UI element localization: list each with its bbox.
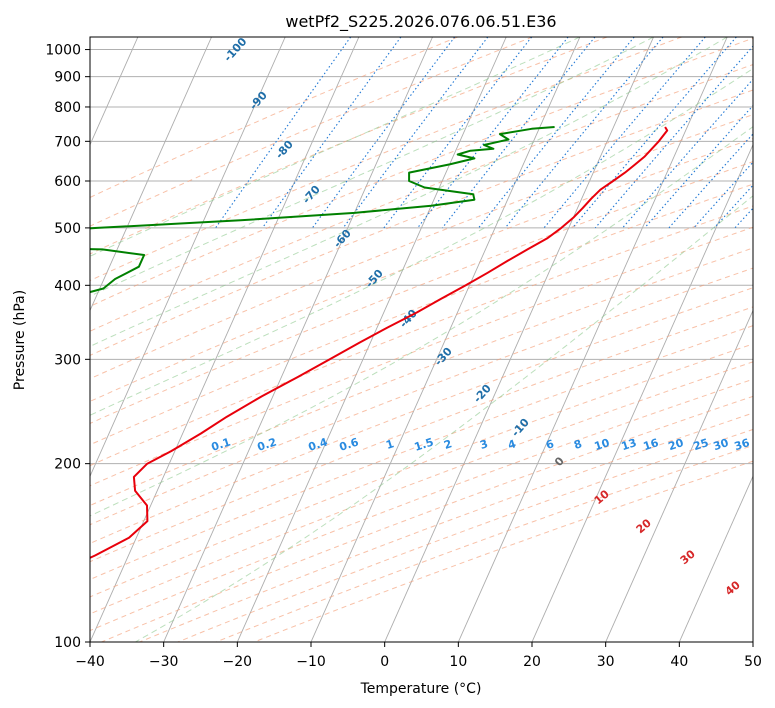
mixing-ratio-line xyxy=(215,37,352,229)
moist-adiabat-line xyxy=(90,67,753,416)
dewpoint-profile-line xyxy=(90,126,555,294)
mixing-ratio-label: 6 xyxy=(544,437,556,452)
x-axis-label: Temperature (°C) xyxy=(360,681,482,697)
mixing-ratio-label: 1.5 xyxy=(413,435,436,453)
x-axis-ticks: −40 −30 −20 −10 0 10 20 30 40 50 xyxy=(75,642,762,670)
mixing-ratio-label: 0.1 xyxy=(210,435,233,453)
mixing-ratio-line xyxy=(441,37,596,229)
background-lines xyxy=(90,37,753,642)
isotherm-line xyxy=(531,143,753,642)
plot-area xyxy=(90,37,753,642)
dry-adiabat-line xyxy=(90,226,753,487)
x-tick-label: 50 xyxy=(744,654,762,670)
mixing-ratio-line xyxy=(417,37,569,229)
y-axis-label: Pressure (hPa) xyxy=(12,290,28,390)
dry-adiabat-line xyxy=(90,183,753,446)
isotherm-line xyxy=(236,37,507,642)
mixing-ratio-line xyxy=(311,37,456,229)
isotherm-line xyxy=(90,37,212,312)
y-tick-label: 900 xyxy=(54,70,81,86)
temperature-profile-line xyxy=(90,126,669,559)
x-tick-label: 40 xyxy=(670,654,688,670)
y-tick-label: 400 xyxy=(54,278,81,294)
isotherm-line xyxy=(605,309,753,642)
y-tick-label: 800 xyxy=(54,100,81,116)
isotherm-line xyxy=(163,37,433,642)
y-tick-label: 600 xyxy=(54,174,81,190)
isotherm-line xyxy=(678,475,753,642)
x-tick-label: 10 xyxy=(449,654,467,670)
dry-adiabat-line xyxy=(90,161,753,424)
isotherm-line xyxy=(457,37,728,642)
mixing-ratio-line xyxy=(644,104,753,229)
y-tick-label: 500 xyxy=(54,221,81,237)
dry-adiabat-line xyxy=(90,325,753,581)
mixing-ratio-label: 20 xyxy=(667,436,686,453)
isotherm-line xyxy=(384,37,654,642)
dry-adiabat-line xyxy=(90,37,458,198)
y-tick-label: 1000 xyxy=(45,43,81,59)
isotherm-line xyxy=(90,37,139,146)
mixing-ratio-line xyxy=(622,78,753,229)
x-tick-label: 0 xyxy=(380,654,389,670)
chart-title: wetPf2_S225.2026.076.06.51.E36 xyxy=(285,12,556,32)
dry-adiabat-line xyxy=(90,205,753,467)
moist-adiabat-line xyxy=(90,37,581,257)
mixing-ratio-label: 0.6 xyxy=(338,435,361,453)
mixing-ratio-label: 0.2 xyxy=(256,435,279,453)
dry-adiabat-line xyxy=(90,306,753,563)
dry-adiabat-line xyxy=(90,267,753,526)
x-tick-label: 30 xyxy=(597,654,615,670)
y-tick-label: 700 xyxy=(54,134,81,150)
dry-adiabat-line xyxy=(90,37,533,227)
y-axis-ticks: 100 200 300 400 500 600 700 800 900 1000 xyxy=(45,43,90,651)
mixing-ratio-label: 0.4 xyxy=(307,435,330,453)
isotherm-line xyxy=(90,37,360,642)
dry-adiabat-line xyxy=(90,361,753,615)
dry-adiabat-line xyxy=(90,89,753,356)
mixing-ratio-line xyxy=(261,37,402,229)
x-tick-label: −30 xyxy=(149,654,179,670)
mixing-ratio-label: 1 xyxy=(384,437,395,452)
mixing-ratio-line xyxy=(693,161,753,229)
mixing-ratio-label: 2 xyxy=(442,437,453,452)
mixing-ratio-label: 10 xyxy=(593,436,612,453)
y-tick-label: 100 xyxy=(54,635,81,651)
mixing-ratio-line xyxy=(594,45,753,229)
mixing-ratio-label: 30 xyxy=(712,436,731,453)
mixing-ratio-label: 3 xyxy=(478,437,489,452)
mixing-ratio-label: 25 xyxy=(692,436,711,453)
x-tick-label: −40 xyxy=(75,654,105,670)
mixing-ratio-label: 16 xyxy=(642,436,661,453)
y-tick-label: 300 xyxy=(54,352,81,368)
x-tick-label: 20 xyxy=(523,654,541,670)
moist-adiabat-line xyxy=(90,37,654,297)
profile-lines xyxy=(90,126,669,559)
mixing-ratio-label: 8 xyxy=(572,437,583,452)
moist-adiabat-line xyxy=(90,37,728,347)
mixing-ratio-label: 13 xyxy=(620,436,639,453)
isotherm-line xyxy=(90,37,286,478)
dry-adiabat-line xyxy=(90,64,753,332)
mixing-ratio-line xyxy=(478,37,635,229)
x-tick-label: −10 xyxy=(296,654,326,670)
y-tick-label: 200 xyxy=(54,457,81,473)
mixing-ratio-line xyxy=(342,37,489,229)
plot-frame xyxy=(89,36,754,643)
mixing-ratio-label: 36 xyxy=(733,436,752,453)
moist-adiabat-line xyxy=(90,126,753,517)
mixing-ratio-label: 4 xyxy=(506,437,518,452)
x-tick-label: −20 xyxy=(223,654,253,670)
